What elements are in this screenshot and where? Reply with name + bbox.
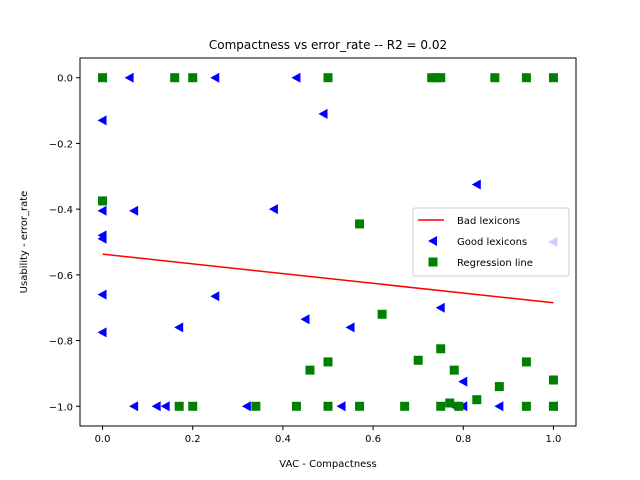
data-point — [98, 196, 108, 206]
data-point — [323, 401, 333, 411]
y-tick-label: −0.2 — [49, 139, 73, 150]
data-point — [97, 233, 107, 244]
data-point — [174, 401, 184, 411]
data-point — [268, 204, 278, 215]
data-point — [400, 401, 410, 411]
data-point — [436, 344, 446, 354]
regression-line — [102, 253, 554, 304]
data-point — [291, 72, 301, 83]
data-point — [170, 73, 180, 83]
series-0 — [102, 253, 554, 304]
data-point — [210, 72, 220, 83]
data-point — [494, 401, 504, 412]
data-point — [323, 73, 333, 83]
data-point — [449, 365, 459, 375]
data-point — [97, 205, 107, 216]
data-point — [445, 398, 455, 408]
data-point — [472, 395, 482, 405]
data-point — [548, 375, 558, 385]
data-point — [210, 291, 220, 302]
y-tick-label: −0.6 — [49, 271, 73, 282]
data-point — [98, 73, 108, 83]
legend-marker-swatch — [428, 257, 438, 267]
data-point — [521, 73, 531, 83]
data-point — [188, 73, 198, 83]
x-tick-label: 0.8 — [455, 434, 471, 445]
data-point — [129, 205, 139, 216]
y-axis-label: Usability - error_rate — [19, 191, 30, 294]
axes-frame — [79, 57, 577, 427]
data-point — [436, 73, 446, 83]
data-point — [471, 179, 481, 190]
data-point — [377, 309, 387, 319]
data-point — [97, 115, 107, 126]
data-point — [124, 72, 134, 83]
data-point — [435, 302, 445, 313]
data-point — [188, 401, 198, 411]
data-point — [454, 401, 464, 411]
legend-label: Bad lexicons — [457, 216, 520, 227]
y-tick-label: −1.0 — [49, 402, 73, 413]
data-point — [494, 382, 504, 392]
series-1 — [97, 72, 558, 412]
data-point — [305, 365, 315, 375]
data-point — [521, 357, 531, 367]
x-axis-label: VAC - Compactness — [279, 459, 376, 470]
data-point — [318, 108, 328, 119]
series-2 — [98, 73, 558, 411]
legend-label: Regression line — [457, 258, 533, 269]
legend-box — [412, 207, 570, 277]
data-point — [336, 401, 346, 412]
x-tick-label: 1.0 — [546, 434, 562, 445]
data-point — [151, 401, 161, 412]
data-point — [490, 73, 500, 83]
data-point — [97, 327, 107, 338]
data-point — [431, 73, 441, 83]
x-tick-label: 0.6 — [365, 434, 381, 445]
data-point — [413, 355, 423, 365]
legend-marker-swatch — [428, 236, 437, 246]
data-point — [129, 401, 139, 412]
data-point — [97, 289, 107, 300]
data-point — [355, 219, 365, 229]
data-point — [436, 401, 446, 411]
data-point — [323, 357, 333, 367]
data-point — [251, 401, 261, 411]
data-point — [174, 322, 184, 333]
data-point — [345, 322, 355, 333]
legend-label: Good lexicons — [457, 237, 527, 248]
y-tick-label: −0.4 — [49, 205, 73, 216]
data-point — [160, 401, 170, 412]
data-point — [241, 401, 251, 412]
legend: Bad lexicons Good lexicons Regression line — [412, 207, 570, 277]
data-point — [355, 401, 365, 411]
data-point — [291, 401, 301, 411]
y-tick-label: −0.8 — [49, 337, 73, 348]
axis-ticks: 0.0 0.2 0.4 0.6 0.8 1.0 0.0 −0.2 −0.4 −0.6 −0.8 −1.… — [49, 57, 577, 445]
chart-title: Compactness vs error_rate -- R2 = 0.02 — [209, 38, 447, 52]
x-tick-label: 0.4 — [275, 434, 291, 445]
data-point — [458, 376, 468, 387]
data-point — [521, 401, 531, 411]
y-tick-label: 0.0 — [57, 74, 73, 85]
data-point — [548, 401, 558, 411]
x-tick-label: 0.2 — [185, 434, 201, 445]
data-point — [548, 73, 558, 83]
data-point — [300, 314, 310, 325]
x-tick-label: 0.0 — [95, 434, 111, 445]
data-point — [427, 73, 437, 83]
